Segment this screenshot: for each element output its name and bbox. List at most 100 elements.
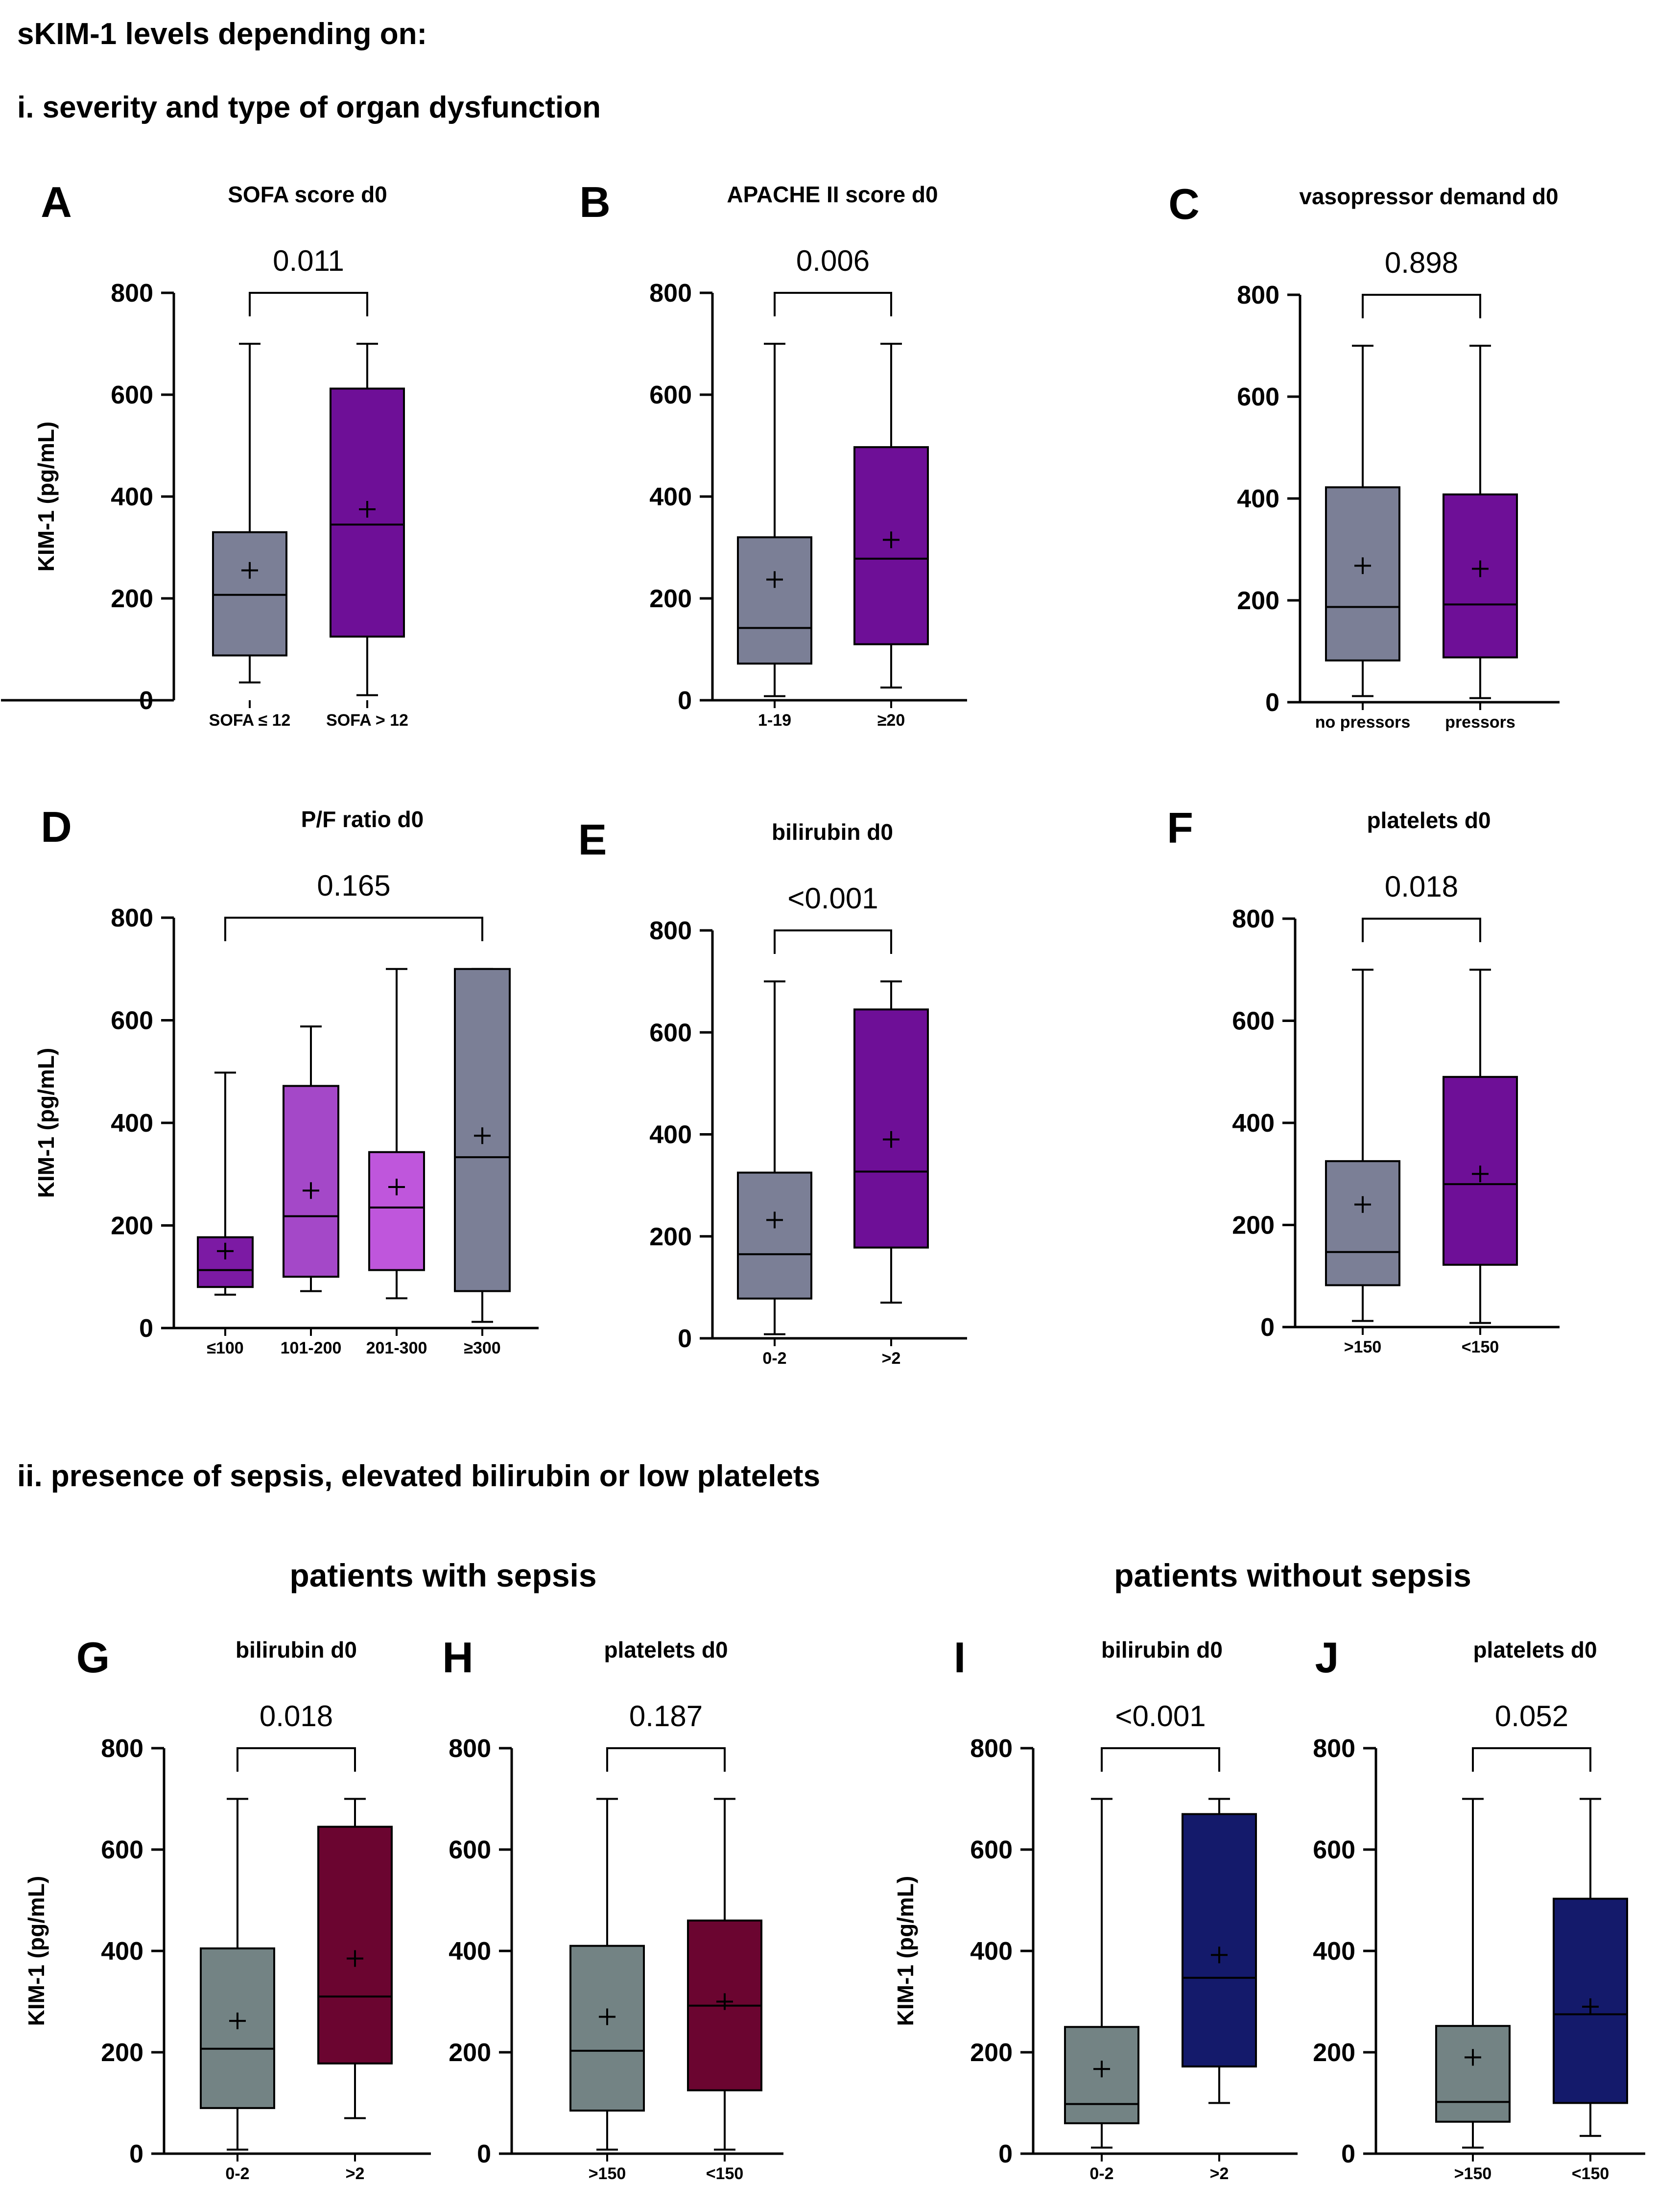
mean-marker bbox=[766, 571, 783, 588]
box-group-h-2: <150 bbox=[687, 1798, 762, 2183]
box-iqr bbox=[368, 1151, 425, 1271]
y-tick-label-f-200: 200 bbox=[1232, 1211, 1275, 1240]
box-iqr bbox=[212, 531, 287, 657]
y-tick-label-j-400: 400 bbox=[1313, 1937, 1355, 1966]
y-tick-label-f-600: 600 bbox=[1232, 1007, 1275, 1036]
section-i-heading: i. severity and type of organ dysfunctio… bbox=[17, 91, 601, 124]
box-iqr bbox=[569, 1945, 645, 2112]
mean-marker bbox=[1354, 557, 1371, 574]
x-tick-label: ≥300 bbox=[464, 1339, 500, 1357]
box-group-j-1: >150 bbox=[1435, 1798, 1511, 2183]
y-tick-label-j-0: 0 bbox=[1341, 2140, 1355, 2168]
panel-letter-g: G bbox=[76, 1633, 110, 1682]
y-tick-label-d-400: 400 bbox=[111, 1109, 153, 1138]
x-tick-label: >150 bbox=[1344, 1338, 1382, 1356]
x-tick-label: no pressors bbox=[1315, 713, 1411, 732]
y-tick-label-b-400: 400 bbox=[649, 483, 692, 511]
box-group-i-1: 0-2 bbox=[1064, 1798, 1139, 2183]
box-group-h-1: >150 bbox=[569, 1798, 645, 2183]
box-iqr bbox=[1182, 1813, 1257, 2067]
x-tick-label: SOFA ≤ 12 bbox=[209, 711, 291, 730]
chart-panels: A SOFA score d0 0 200 400 600 800 KIM-1 (pg/mL)… bbox=[1, 178, 1645, 2183]
significance-bracket-c bbox=[1362, 294, 1481, 318]
panel-title-g: bilirubin d0 bbox=[236, 1637, 357, 1662]
panel-letter-j: J bbox=[1315, 1633, 1339, 1682]
p-value-a: 0.011 bbox=[273, 244, 344, 277]
x-tick-label: >2 bbox=[1210, 2164, 1229, 2183]
y-tick-label-g-400: 400 bbox=[101, 1937, 143, 1966]
box-group-d-1: ≤100 bbox=[197, 1071, 254, 1357]
y-tick-label-c-200: 200 bbox=[1237, 587, 1279, 615]
significance-bracket-e bbox=[774, 929, 892, 954]
x-tick-label: <150 bbox=[706, 2164, 744, 2183]
box-group-c-1: no pressors bbox=[1315, 345, 1411, 732]
box-group-a-1: SOFA ≤ 12 bbox=[209, 343, 291, 730]
panel-title-c: vasopressor demand d0 bbox=[1299, 184, 1558, 209]
panel-title-e: bilirubin d0 bbox=[772, 819, 893, 845]
box-iqr bbox=[853, 1008, 929, 1249]
mean-marker bbox=[217, 1242, 234, 1259]
mean-marker bbox=[766, 1211, 783, 1229]
y-tick-label-c-600: 600 bbox=[1237, 383, 1279, 411]
significance-bracket-d bbox=[224, 917, 483, 941]
y-tick-label-b-600: 600 bbox=[649, 381, 692, 409]
mean-marker bbox=[1472, 1165, 1489, 1183]
p-value-b: 0.006 bbox=[796, 244, 870, 277]
mean-marker bbox=[1582, 1998, 1599, 2015]
y-tick-label-h-600: 600 bbox=[449, 1836, 491, 1864]
chart-panel-b: B APACHE II score d0 0 200 400 600 800 0.006 1-1… bbox=[579, 178, 967, 730]
y-tick-label-e-0: 0 bbox=[678, 1325, 692, 1353]
y-tick-label-h-0: 0 bbox=[477, 2140, 491, 2168]
y-tick-label-a-800: 800 bbox=[111, 279, 153, 308]
significance-bracket-b bbox=[774, 292, 892, 316]
y-tick-label-h-200: 200 bbox=[449, 2039, 491, 2067]
y-tick-label-c-400: 400 bbox=[1237, 485, 1279, 513]
y-tick-label-a-200: 200 bbox=[111, 585, 153, 613]
y-tick-label-g-0: 0 bbox=[129, 2140, 143, 2168]
y-tick-label-a-400: 400 bbox=[111, 483, 153, 511]
y-axis-label-i: KIM-1 (pg/mL) bbox=[893, 1876, 918, 2026]
mean-marker bbox=[716, 1993, 733, 2010]
group-no-sepsis-heading: patients without sepsis bbox=[1114, 1557, 1471, 1593]
figure-title: sKIM-1 levels depending on: bbox=[17, 17, 427, 51]
p-value-g: 0.018 bbox=[260, 1700, 333, 1733]
y-tick-label-i-200: 200 bbox=[970, 2039, 1013, 2067]
significance-bracket-g bbox=[237, 1747, 356, 1772]
y-tick-label-i-0: 0 bbox=[998, 2140, 1013, 2168]
y-tick-label-f-400: 400 bbox=[1232, 1109, 1275, 1138]
mean-marker bbox=[1465, 2049, 1481, 2066]
x-tick-label: >150 bbox=[589, 2164, 626, 2183]
panel-letter-a: A bbox=[41, 178, 72, 226]
y-tick-label-j-800: 800 bbox=[1313, 1734, 1355, 1763]
box-group-e-2: >2 bbox=[853, 980, 929, 1368]
panel-title-i: bilirubin d0 bbox=[1101, 1637, 1223, 1662]
mean-marker bbox=[599, 2008, 615, 2025]
p-value-f: 0.018 bbox=[1385, 870, 1458, 903]
significance-bracket-f bbox=[1362, 918, 1481, 942]
panel-title-a: SOFA score d0 bbox=[228, 182, 387, 207]
p-value-h: 0.187 bbox=[629, 1700, 703, 1733]
y-tick-label-i-400: 400 bbox=[970, 1937, 1013, 1966]
p-value-c: 0.898 bbox=[1385, 246, 1458, 279]
y-axis-label-a: KIM-1 (pg/mL) bbox=[33, 422, 59, 572]
x-tick-label: 0-2 bbox=[1089, 2164, 1113, 2183]
y-tick-label-j-600: 600 bbox=[1313, 1836, 1355, 1864]
y-tick-label-d-800: 800 bbox=[111, 904, 153, 932]
y-tick-label-c-0: 0 bbox=[1265, 689, 1279, 717]
x-tick-label: pressors bbox=[1445, 713, 1515, 732]
x-tick-label: >150 bbox=[1454, 2164, 1492, 2183]
box-group-g-1: 0-2 bbox=[200, 1798, 275, 2183]
panel-letter-c: C bbox=[1168, 180, 1200, 228]
mean-marker bbox=[883, 531, 899, 548]
x-tick-label: SOFA > 12 bbox=[326, 711, 408, 730]
y-tick-label-f-0: 0 bbox=[1260, 1313, 1275, 1342]
box-group-b-1: 1-19 bbox=[737, 343, 812, 730]
mean-marker bbox=[1472, 560, 1489, 577]
x-tick-label: <150 bbox=[1462, 1338, 1499, 1356]
